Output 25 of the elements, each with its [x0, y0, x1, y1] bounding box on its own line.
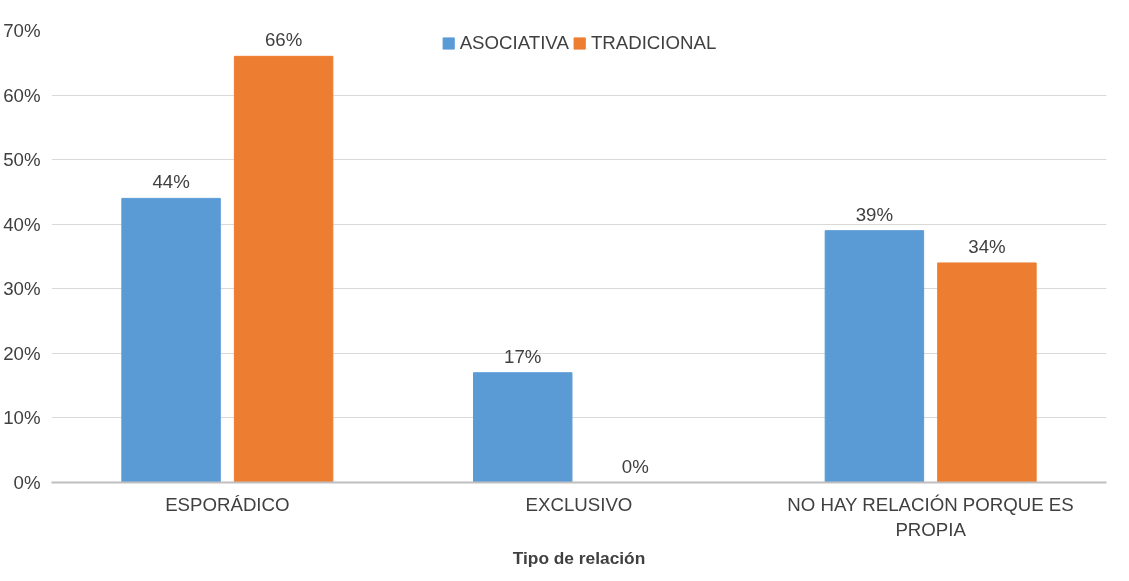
data-label: 34% — [968, 235, 1006, 257]
data-label: 17% — [504, 345, 542, 367]
data-label: 66% — [264, 29, 303, 51]
y-tick-label: 70% — [3, 20, 41, 41]
bar — [121, 197, 221, 483]
x-tick-label: ESPORÁDICO — [165, 493, 290, 515]
x-tick-label: EXCLUSIVO — [525, 493, 633, 515]
x-axis-title: Tipo de relación — [512, 547, 646, 568]
y-tick-label: 20% — [3, 342, 41, 364]
y-tick-label: 10% — [3, 407, 41, 429]
legend-label: TRADICIONAL — [590, 32, 717, 54]
x-tick-label: NO HAY RELACIÓN PORQUE ES PROPIA — [787, 493, 1074, 540]
y-tick-label: 40% — [3, 213, 41, 235]
y-tick-label: 60% — [3, 84, 41, 106]
bar — [937, 262, 1037, 483]
data-label: 39% — [855, 203, 894, 225]
data-label: 0% — [621, 455, 649, 477]
y-tick-label: 0% — [13, 472, 41, 493]
data-label: 44% — [152, 171, 190, 193]
legend-label: ASOCIATIVA — [459, 32, 569, 54]
y-tick-label: 50% — [3, 149, 41, 171]
bar — [473, 372, 573, 483]
bar — [824, 230, 925, 483]
bar — [233, 55, 334, 483]
y-tick-label: 30% — [3, 278, 41, 300]
